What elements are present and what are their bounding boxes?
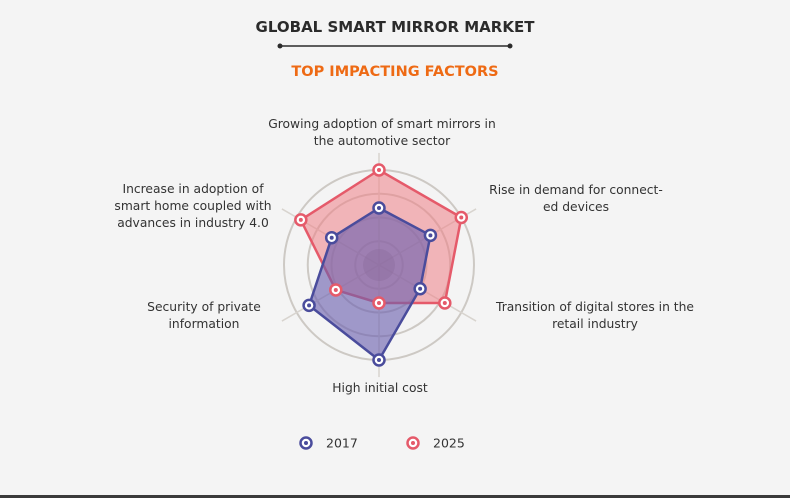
category-label: Security of private information	[147, 300, 261, 331]
data-point-dot-2025	[442, 301, 447, 305]
category-label-line: Increase in adoption of	[122, 182, 264, 196]
category-label: Rise in demand for connect-ed devices	[489, 183, 663, 214]
legend-label-2017: 2017	[326, 436, 358, 451]
category-label: Increase in adoption of smart home couple…	[114, 182, 271, 230]
category-label: Transition of digital stores in the retai…	[495, 300, 694, 331]
data-point-dot-2017	[377, 358, 381, 362]
data-point-dot-2017	[307, 303, 312, 308]
chart-title: GLOBAL SMART MIRROR MARKET	[256, 18, 536, 36]
data-point-dot-2025	[459, 215, 464, 220]
data-point-dot-2025	[298, 217, 303, 222]
title-underline	[277, 43, 513, 49]
category-label-line: information	[169, 317, 240, 331]
category-label-line: the automotive sector	[314, 134, 451, 148]
legend-marker-dot-2017	[304, 441, 308, 445]
data-point-dot-2017	[428, 233, 433, 238]
category-label-line: advances in industry 4.0	[117, 216, 269, 230]
radar-areas	[299, 168, 463, 362]
radar-markers	[294, 163, 469, 367]
category-labels: Growing adoption of smart mirrors in the …	[114, 117, 694, 395]
category-label-line: High initial cost	[332, 381, 428, 395]
data-point-dot-2017	[418, 286, 423, 291]
chart-subtitle: TOP IMPACTING FACTORS	[291, 64, 498, 80]
category-label-line: ed devices	[543, 200, 609, 214]
category-label-line: Security of private	[147, 300, 261, 314]
bottom-rule	[0, 495, 790, 498]
category-label: Growing adoption of smart mirrors in the …	[268, 117, 496, 148]
category-label-line: Growing adoption of smart mirrors in	[268, 117, 496, 131]
category-label-line: retail industry	[552, 317, 638, 331]
legend-marker-dot-2025	[411, 441, 415, 445]
category-label-line: Transition of digital stores in the	[495, 300, 694, 314]
category-label-line: smart home coupled with	[114, 199, 271, 213]
legend: 2017 2025	[299, 436, 465, 451]
legend-label-2025: 2025	[433, 436, 465, 451]
data-point-dot-2017	[329, 235, 334, 240]
data-point-dot-2017	[377, 206, 381, 210]
category-label: High initial cost	[332, 381, 428, 395]
category-label-line: Rise in demand for connect-	[489, 183, 663, 197]
data-point-dot-2025	[377, 301, 381, 305]
data-point-dot-2025	[377, 168, 381, 172]
data-point-dot-2025	[333, 287, 338, 292]
